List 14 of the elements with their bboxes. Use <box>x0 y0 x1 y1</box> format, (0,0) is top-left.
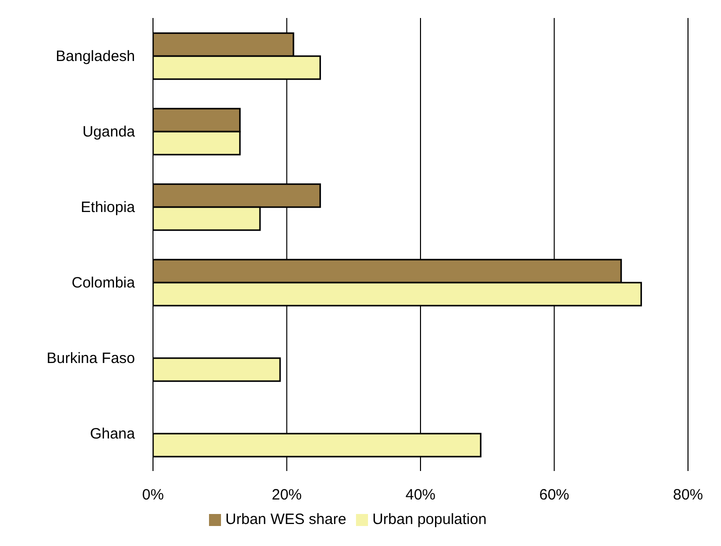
y-tick-label: Colombia <box>72 274 136 292</box>
bar <box>153 357 281 382</box>
x-tick-label: 80% <box>672 486 704 504</box>
legend-label: Urban WES share <box>225 511 346 528</box>
y-tick-label: Bangladesh <box>56 48 135 66</box>
x-tick-label: 60% <box>539 486 570 504</box>
y-tick-label: Ghana <box>90 426 136 443</box>
x-tick-label: 0% <box>142 486 164 504</box>
x-tick-label: 20% <box>272 486 302 504</box>
x-tick-label: 40% <box>405 486 436 504</box>
y-tick-label: Uganda <box>82 124 136 141</box>
legend-label: Urban population <box>372 511 487 528</box>
y-tick-label: Ethiopia <box>80 199 136 216</box>
y-tick-label: Burkina Faso <box>46 350 135 368</box>
